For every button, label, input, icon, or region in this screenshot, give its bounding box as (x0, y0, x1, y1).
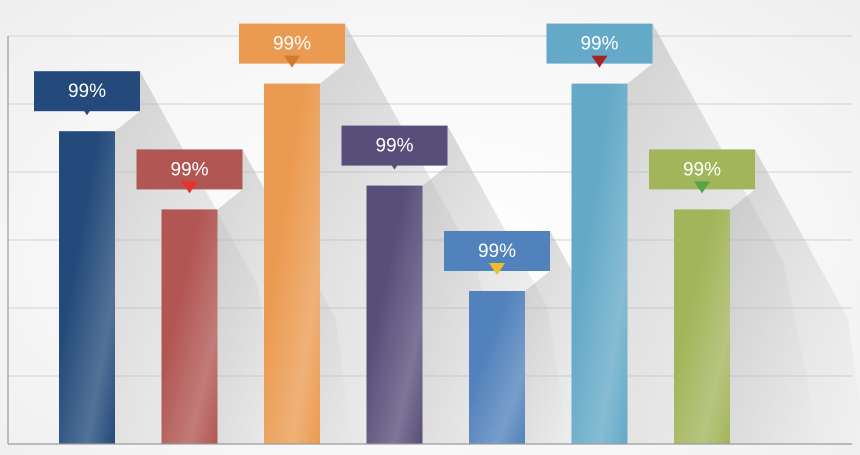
data-label: 99% (683, 159, 721, 180)
data-label-pointer (591, 55, 608, 68)
data-label-pointer (694, 181, 710, 194)
data-label-pointer (489, 263, 505, 275)
bar-sheen (264, 83, 320, 444)
data-labels: 99% 99% 99% 99% 99% 99% 99% (34, 23, 755, 275)
bar-sheen (571, 83, 628, 444)
data-label: 99% (580, 34, 618, 55)
data-label: 99% (68, 81, 106, 102)
bar-sheen (59, 131, 115, 444)
bar-sheen (674, 209, 730, 444)
data-label: 99% (478, 241, 516, 262)
data-label-pointer (181, 181, 198, 194)
bar-sheen (366, 185, 423, 444)
data-label-pointer (386, 157, 403, 170)
data-label: 99% (170, 159, 208, 180)
data-label: 99% (375, 136, 413, 157)
bar-shadow (730, 149, 860, 444)
bar-sheen (161, 209, 218, 444)
data-label-pointer (79, 103, 95, 116)
bars (59, 83, 730, 444)
data-label: 99% (273, 34, 311, 55)
data-label-pointer (284, 55, 300, 68)
bar-sheen (469, 291, 525, 444)
